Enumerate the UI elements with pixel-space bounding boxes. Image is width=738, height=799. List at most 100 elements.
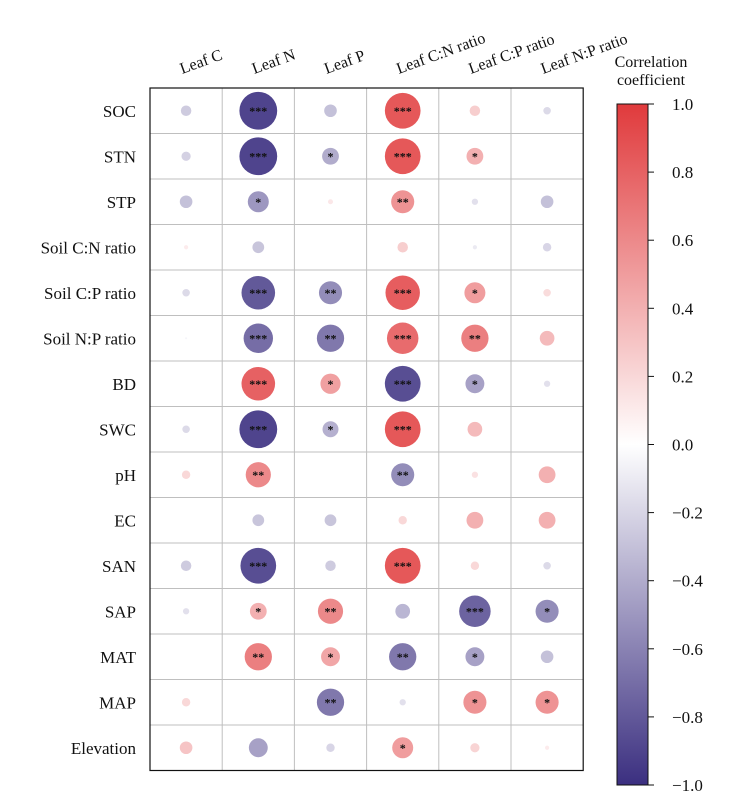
legend-tick-label: 1.0 <box>672 95 693 114</box>
significance-mark: *** <box>249 377 267 391</box>
row-label: SWC <box>99 420 136 439</box>
row-label: Soil C:N ratio <box>41 238 136 257</box>
correlation-circle <box>384 547 421 584</box>
correlation-circle <box>535 599 559 623</box>
row-label: SOC <box>103 102 136 121</box>
correlation-circle <box>181 151 191 161</box>
row-label: STP <box>107 193 136 212</box>
significance-mark: * <box>255 195 261 209</box>
significance-mark: * <box>544 604 550 618</box>
correlation-circle <box>543 106 551 115</box>
correlation-circle <box>467 421 483 437</box>
correlation-circle <box>471 471 479 478</box>
significance-mark: * <box>472 650 478 664</box>
significance-mark: ** <box>325 331 337 345</box>
significance-mark: *** <box>249 422 267 436</box>
correlation-circle <box>240 547 277 584</box>
significance-mark: *** <box>394 286 412 300</box>
correlation-circle <box>389 643 417 671</box>
correlation-circle <box>461 324 489 352</box>
plot-border <box>149 87 584 772</box>
correlation-circle <box>243 323 273 353</box>
row-label: Soil C:P ratio <box>44 284 136 303</box>
correlation-circle <box>249 602 267 620</box>
row-label: pH <box>115 466 136 485</box>
correlation-circle <box>321 647 340 667</box>
correlation-circle <box>384 411 421 448</box>
correlation-circle <box>465 374 485 394</box>
significance-mark: *** <box>249 104 267 118</box>
correlation-circle <box>252 514 265 527</box>
row-label: SAP <box>105 602 136 621</box>
legend-ticks: 1.0 0.8 0.6 0.4 0.2 0.0 −0.2 −0.4 −0.6 −0.8 −1.0 <box>648 95 703 795</box>
correlation-circle <box>182 288 190 297</box>
correlation-circle <box>464 282 486 304</box>
significance-mark: ** <box>252 468 264 482</box>
significance-mark: * <box>328 422 334 436</box>
correlation-circle <box>384 138 421 175</box>
correlation-circle <box>326 743 335 752</box>
row-label: STN <box>104 147 136 166</box>
correlation-cells: *** ****** * *** ** ***** ** *** **** ** *** ***** *… <box>179 91 559 759</box>
correlation-circle <box>471 198 479 205</box>
column-label: Leaf N <box>250 46 298 77</box>
correlation-circle <box>324 514 337 527</box>
correlation-circle <box>327 199 334 205</box>
correlation-circle <box>384 365 421 402</box>
correlation-circle <box>399 699 406 706</box>
correlation-circle <box>180 105 192 116</box>
correlation-circle <box>179 741 193 755</box>
significance-mark: ** <box>397 195 409 209</box>
correlation-circle <box>385 275 420 310</box>
correlation-circle <box>181 470 191 479</box>
significance-mark: * <box>255 604 261 618</box>
correlation-circle <box>318 281 343 305</box>
correlation-circle <box>316 324 345 352</box>
legend-title-line2: coefficient <box>617 72 686 89</box>
correlation-circle <box>397 242 408 253</box>
significance-mark: * <box>328 149 334 163</box>
legend-tick-label: 0.4 <box>672 299 694 318</box>
significance-mark: *** <box>394 104 412 118</box>
significance-mark: *** <box>249 331 267 345</box>
column-label: Leaf C <box>178 47 225 78</box>
correlation-circle <box>543 380 551 387</box>
correlation-circle <box>542 243 552 252</box>
significance-mark: * <box>544 695 550 709</box>
correlation-circle <box>179 195 193 209</box>
correlation-circle <box>244 643 272 671</box>
significance-mark: *** <box>249 286 267 300</box>
significance-mark: * <box>328 377 334 391</box>
correlation-circle <box>322 147 339 165</box>
significance-mark: ** <box>252 650 264 664</box>
significance-mark: * <box>400 741 406 755</box>
legend-tick-label: −0.2 <box>672 504 703 523</box>
legend-tick-label: 0.6 <box>672 231 693 250</box>
correlation-circle <box>395 603 411 619</box>
significance-mark: * <box>472 377 478 391</box>
correlation-circle <box>386 322 419 354</box>
correlation-circle <box>469 105 481 116</box>
correlation-circle <box>459 595 491 627</box>
correlation-circle <box>470 743 480 753</box>
correlation-circle <box>182 425 190 434</box>
correlation-circle <box>325 560 336 571</box>
significance-mark: *** <box>249 559 267 573</box>
correlation-circle <box>545 745 550 750</box>
row-label: BD <box>112 375 136 394</box>
correlation-circle <box>470 561 480 570</box>
correlation-circle <box>465 647 485 667</box>
colorbar <box>616 103 649 786</box>
significance-mark: ** <box>325 695 337 709</box>
significance-mark: *** <box>394 559 412 573</box>
legend-tick-label: −0.4 <box>672 572 703 591</box>
correlation-circle <box>185 337 188 340</box>
correlation-circle <box>392 737 414 759</box>
correlation-circle <box>316 688 345 716</box>
correlation-circle <box>543 561 551 570</box>
correlation-circle <box>180 560 192 571</box>
correlation-circle <box>241 366 276 401</box>
correlation-circle <box>181 698 191 707</box>
legend-tick-label: 0.2 <box>672 367 693 386</box>
correlation-circle <box>322 421 339 438</box>
